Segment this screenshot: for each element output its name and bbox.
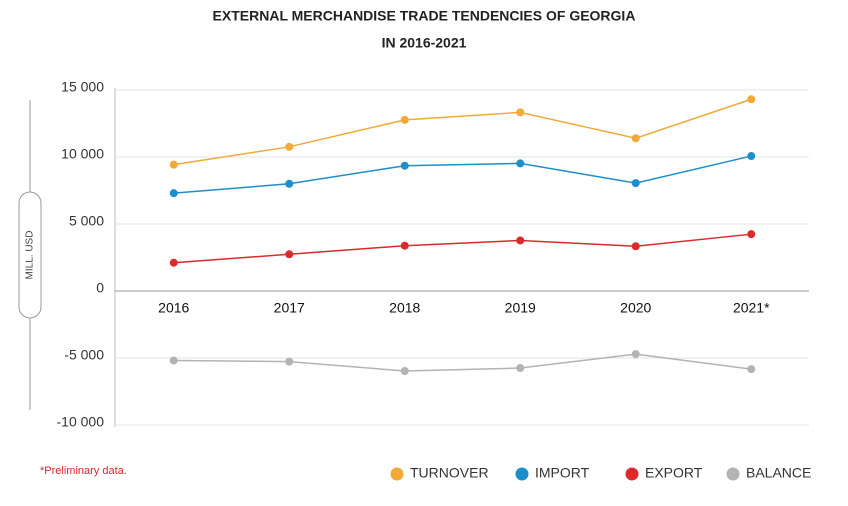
x-tick-label: 2020	[620, 300, 651, 316]
footnote: *Preliminary data.	[40, 465, 127, 477]
legend-marker	[390, 467, 404, 481]
y-tick-label: -5 000	[64, 347, 104, 363]
data-point	[747, 152, 756, 161]
data-point	[747, 230, 756, 239]
x-tick-label: 2021*	[733, 300, 770, 316]
data-point	[285, 179, 294, 188]
data-point	[285, 250, 294, 259]
axis-label-pill	[18, 191, 42, 319]
y-axis-label: MILL. USD	[25, 231, 36, 280]
y-tick-label: -10 000	[57, 414, 105, 430]
y-tick-label: 15 000	[61, 79, 104, 95]
y-tick-label: 0	[96, 280, 104, 296]
data-point	[631, 350, 640, 359]
data-point	[400, 241, 409, 250]
legend-marker	[625, 467, 639, 481]
data-point	[169, 160, 178, 169]
series-line	[173, 155, 752, 194]
legend-label: BALANCE	[746, 465, 811, 481]
data-point	[747, 95, 756, 104]
data-point	[285, 142, 294, 151]
data-point	[631, 134, 640, 143]
series-line	[173, 233, 752, 264]
data-point	[747, 365, 756, 374]
data-point	[400, 161, 409, 170]
chart-subtitle: IN 2016-2021	[382, 35, 467, 51]
series-line	[173, 353, 752, 372]
data-point	[516, 364, 525, 373]
data-point	[169, 258, 178, 267]
y-tick-label: 5 000	[69, 213, 104, 229]
legend-label: EXPORT	[645, 465, 703, 481]
data-point	[169, 356, 178, 365]
data-point	[400, 115, 409, 124]
data-point	[516, 159, 525, 168]
data-point	[516, 236, 525, 245]
data-point	[285, 357, 294, 366]
data-point	[516, 108, 525, 117]
data-point	[169, 189, 178, 198]
x-tick-label: 2019	[505, 300, 536, 316]
legend-marker	[726, 467, 740, 481]
x-tick-label: 2018	[389, 300, 420, 316]
data-point	[631, 242, 640, 251]
series-line	[173, 98, 752, 166]
legend-label: IMPORT	[535, 465, 590, 481]
x-tick-label: 2016	[158, 300, 189, 316]
data-point	[631, 179, 640, 188]
chart-title: EXTERNAL MERCHANDISE TRADE TENDENCIES OF…	[213, 8, 636, 24]
y-tick-label: 10 000	[61, 146, 104, 162]
legend-label: TURNOVER	[410, 465, 489, 481]
data-point	[400, 366, 409, 375]
x-tick-label: 2017	[274, 300, 305, 316]
legend-marker	[515, 467, 529, 481]
